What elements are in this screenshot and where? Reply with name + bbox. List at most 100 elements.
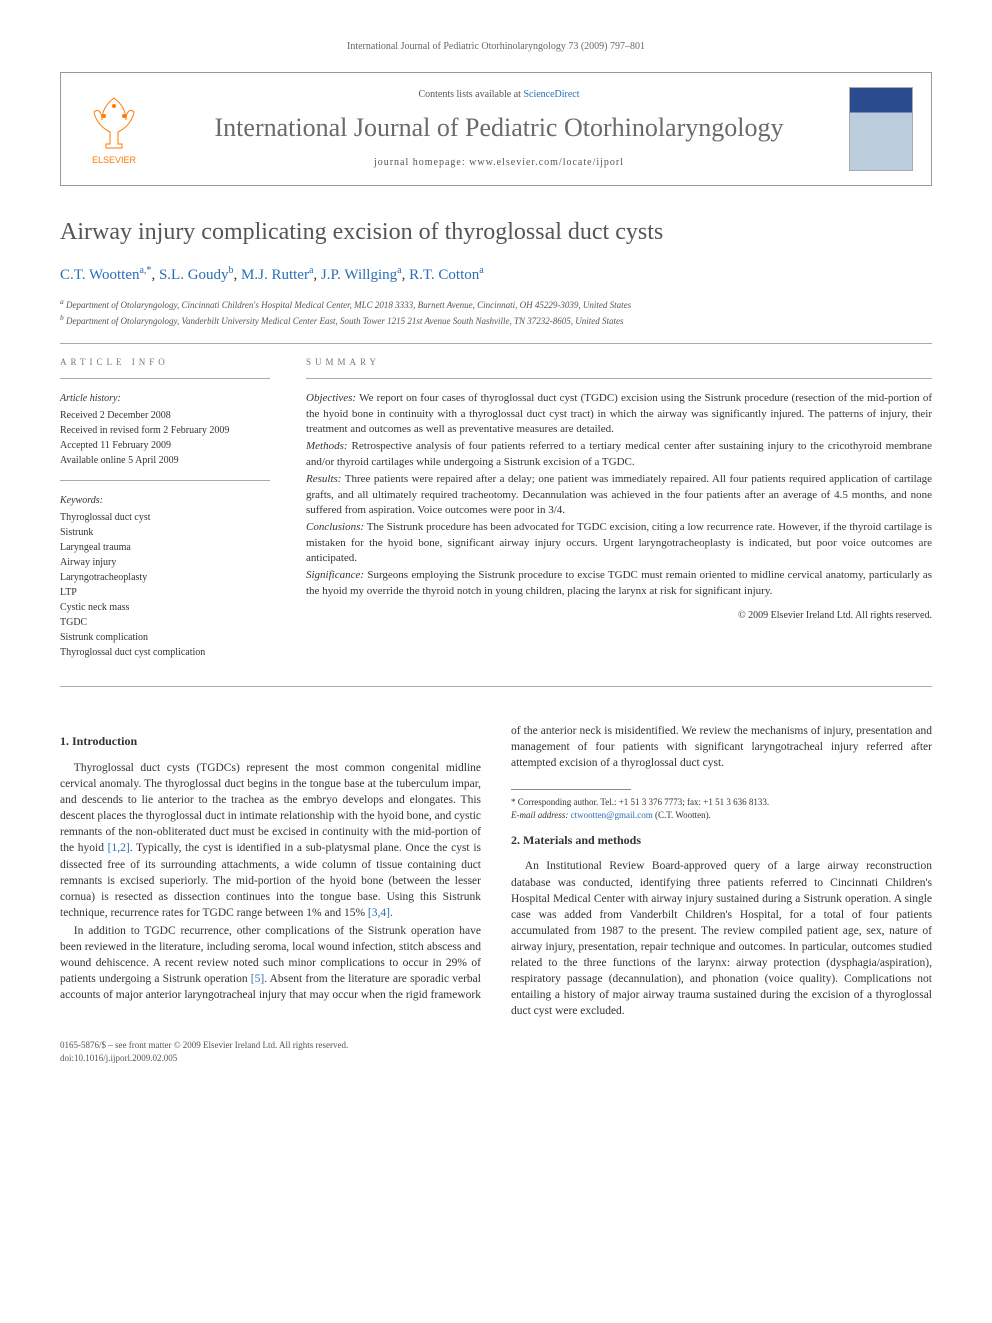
affiliation-text: Department of Otolaryngology, Cincinnati… [66,300,631,310]
keyword: Airway injury [60,555,270,570]
conclusions-label: Conclusions: [306,521,364,533]
author: J.P. Willginga [321,267,402,283]
keyword: Cystic neck mass [60,600,270,615]
methods-label: Methods: [306,440,348,452]
email-note: E-mail address: ctwootten@gmail.com (C.T… [511,809,932,822]
keywords-block: Keywords: Thyroglossal duct cyst Sistrun… [60,493,270,660]
divider [60,378,270,379]
author-affil-marker: a [397,265,401,276]
journal-masthead: ELSEVIER Contents lists available at Sci… [60,72,932,186]
homepage-url: www.elsevier.com/locate/ijporl [469,157,624,168]
author-affil-marker: a,* [139,265,151,276]
article-info-sidebar: ARTICLE INFO Article history: Received 2… [60,356,270,673]
author-link[interactable]: R.T. Cotton [409,267,479,283]
author-link[interactable]: M.J. Rutter [241,267,309,283]
conclusions-text: The Sistrunk procedure has been advocate… [306,521,932,564]
divider [60,480,270,481]
body-paragraph: Thyroglossal duct cysts (TGDCs) represen… [60,760,481,921]
email-name: (C.T. Wootten). [655,810,711,820]
citation-link[interactable]: [3,4] [368,907,390,919]
history-line: Accepted 11 February 2009 [60,438,270,453]
abstract-copyright: © 2009 Elsevier Ireland Ltd. All rights … [306,609,932,623]
keyword: Thyroglossal duct cyst complication [60,645,270,660]
article-title: Airway injury complicating excision of t… [60,216,932,250]
objectives-label: Objectives: [306,392,356,404]
methods-text: Retrospective analysis of four patients … [306,440,932,467]
footnote-separator [511,789,631,790]
journal-name: International Journal of Pediatric Otorh… [165,110,833,146]
abstract-objectives: Objectives: We report on four cases of t… [306,391,932,437]
journal-cover-thumbnail [849,87,913,171]
author: R.T. Cottona [409,267,484,283]
elsevier-logo: ELSEVIER [79,89,149,169]
keywords-label: Keywords: [60,493,270,508]
history-line: Received in revised form 2 February 2009 [60,423,270,438]
author-affil-marker: a [479,265,483,276]
abstract: SUMMARY Objectives: We report on four ca… [306,356,932,673]
affiliation-text: Department of Otolaryngology, Vanderbilt… [66,316,623,326]
author-link[interactable]: S.L. Goudy [159,267,229,283]
section-heading-introduction: 1. Introduction [60,733,481,750]
corresponding-author-note: * Corresponding author. Tel.: +1 51 3 37… [511,796,932,809]
article-history-label: Article history: [60,391,270,406]
elsevier-tree-icon [84,92,144,152]
doi-line: doi:10.1016/j.ijporl.2009.02.005 [60,1052,932,1065]
sciencedirect-link[interactable]: ScienceDirect [523,89,579,100]
citation-link[interactable]: [5] [251,973,264,985]
abstract-significance: Significance: Surgeons employing the Sis… [306,568,932,599]
summary-heading: SUMMARY [306,356,932,369]
article-info-heading: ARTICLE INFO [60,356,270,369]
corr-label: Corresponding author. [518,797,599,807]
affiliation-line: b Department of Otolaryngology, Vanderbi… [60,312,932,329]
divider [60,343,932,344]
keyword: Sistrunk complication [60,630,270,645]
author: S.L. Goudyb [159,267,234,283]
body-text: . [390,907,393,919]
significance-text: Surgeons employing the Sistrunk procedur… [306,569,932,596]
keyword: Sistrunk [60,525,270,540]
author-affil-marker: b [229,265,234,276]
author-link[interactable]: C.T. Wootten [60,267,139,283]
email-label: E-mail address: [511,810,568,820]
body-paragraph: An Institutional Review Board-approved q… [511,858,932,1019]
issn-line: 0165-5876/$ – see front matter © 2009 El… [60,1039,932,1052]
history-line: Received 2 December 2008 [60,408,270,423]
citation-link[interactable]: [1,2] [108,842,130,854]
keyword: Laryngotracheoplasty [60,570,270,585]
keyword: TGDC [60,615,270,630]
abstract-methods: Methods: Retrospective analysis of four … [306,439,932,470]
divider [60,686,932,687]
affiliation-line: a Department of Otolaryngology, Cincinna… [60,296,932,313]
affiliations: a Department of Otolaryngology, Cincinna… [60,296,932,329]
running-header: International Journal of Pediatric Otorh… [60,40,932,54]
body-text: Thyroglossal duct cysts (TGDCs) represen… [60,762,481,854]
contents-available-line: Contents lists available at ScienceDirec… [165,88,833,102]
keyword: LTP [60,585,270,600]
elsevier-wordmark: ELSEVIER [92,154,136,167]
email-link[interactable]: ctwootten@gmail.com [571,810,653,820]
author-link[interactable]: J.P. Willging [321,267,397,283]
author: M.J. Ruttera [241,267,313,283]
abstract-results: Results: Three patients were repaired af… [306,472,932,518]
results-label: Results: [306,473,341,485]
page-footer: 0165-5876/$ – see front matter © 2009 El… [60,1039,932,1064]
corr-text: Tel.: +1 51 3 376 7773; fax: +1 51 3 636… [600,797,769,807]
corr-marker: * [511,797,516,807]
affil-marker: b [60,313,64,322]
section-heading-methods: 2. Materials and methods [511,832,932,849]
keyword: Thyroglossal duct cyst [60,510,270,525]
article-history-block: Article history: Received 2 December 200… [60,391,270,468]
article-body: 1. Introduction Thyroglossal duct cysts … [60,723,932,1019]
contents-prefix: Contents lists available at [418,89,523,100]
author-list: C.T. Woottena,*, S.L. Goudyb, M.J. Rutte… [60,264,932,286]
author: C.T. Woottena,* [60,267,151,283]
history-line: Available online 5 April 2009 [60,453,270,468]
journal-homepage-line: journal homepage: www.elsevier.com/locat… [165,156,833,170]
divider [306,378,932,379]
body-text: An Institutional Review Board-approved q… [511,860,932,1017]
author-affil-marker: a [309,265,313,276]
objectives-text: We report on four cases of thyroglossal … [306,392,932,435]
results-text: Three patients were repaired after a del… [306,473,932,516]
significance-label: Significance: [306,569,364,581]
affil-marker: a [60,297,64,306]
